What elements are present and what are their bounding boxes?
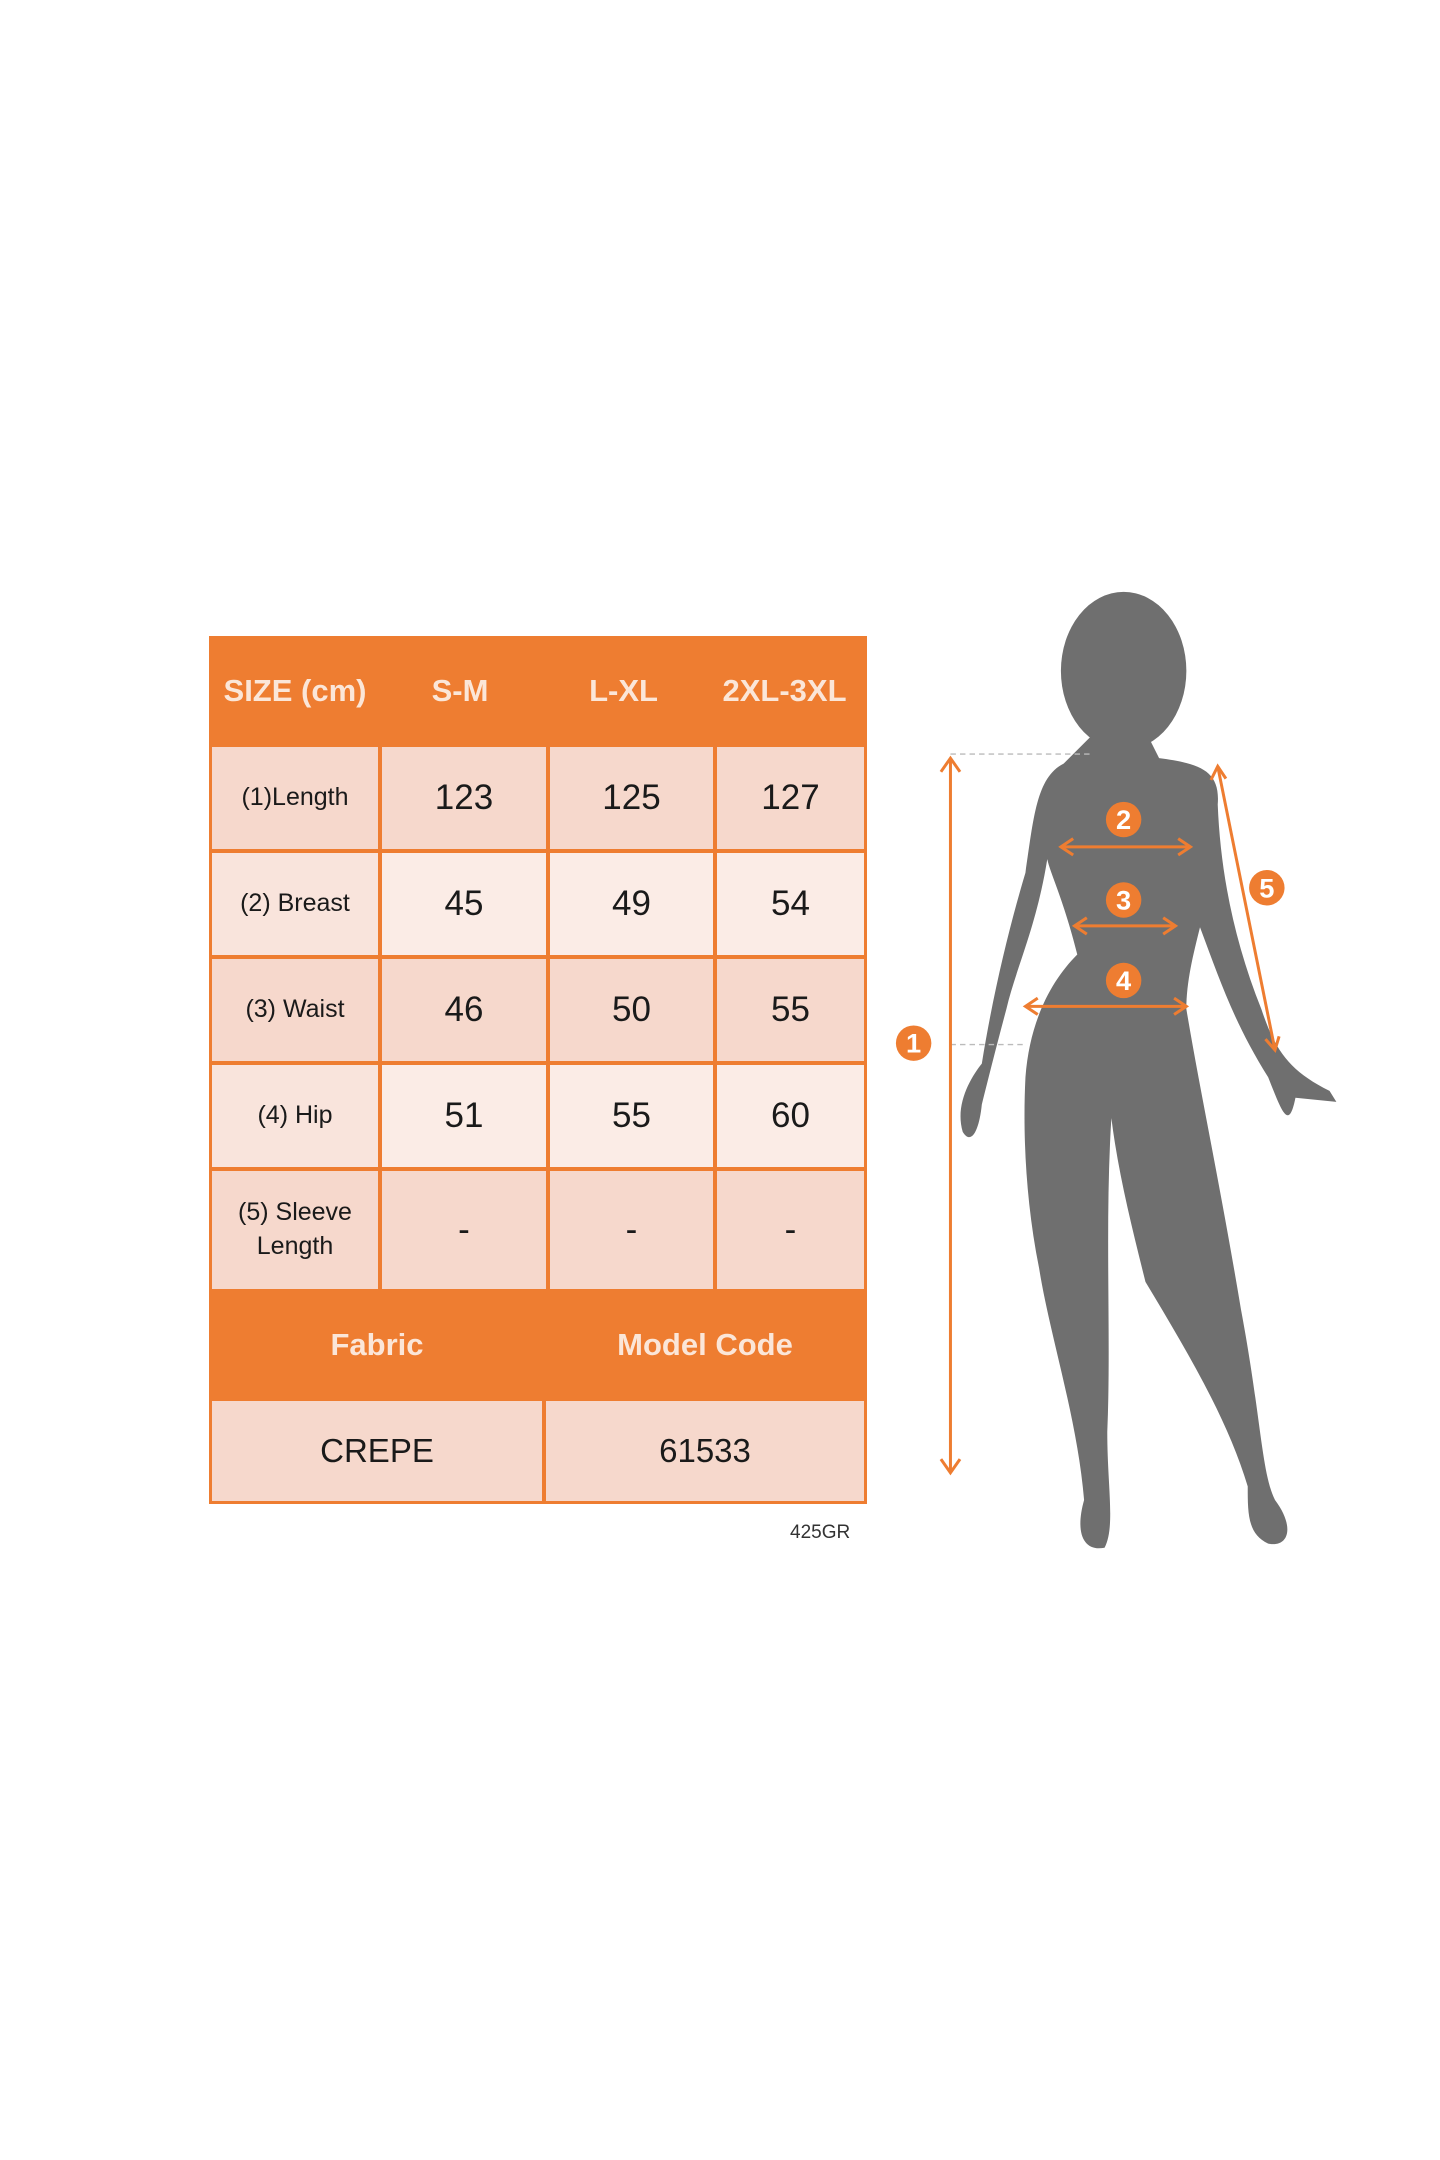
cell-value: 55 bbox=[550, 1065, 713, 1167]
cell-value: 127 bbox=[717, 747, 864, 849]
cell-value: 123 bbox=[382, 747, 546, 849]
silhouette bbox=[960, 591, 1337, 1549]
table-row: (1)Length 123 125 127 bbox=[212, 747, 864, 849]
marker-4-label: 4 bbox=[1116, 965, 1132, 996]
fabric-label: Fabric bbox=[330, 1327, 424, 1362]
measurement-markers: 1 2 3 4 5 bbox=[895, 801, 1285, 1061]
cell-value: - bbox=[382, 1171, 546, 1289]
size-label-header: SIZE (cm) bbox=[223, 672, 367, 708]
row-label: (3) Waist bbox=[212, 959, 378, 1061]
table-header: SIZE (cm) S-M L-XL 2XL-3XL bbox=[212, 639, 864, 743]
cell-value: - bbox=[717, 1171, 864, 1289]
table-row: (2) Breast 45 49 54 bbox=[212, 853, 864, 955]
marker-3-icon bbox=[1105, 882, 1142, 918]
table-row: (4) Hip 51 55 60 bbox=[212, 1065, 864, 1167]
footer-header: Fabric Model Code bbox=[212, 1293, 864, 1397]
size-header: L-XL bbox=[589, 672, 658, 708]
measurement-guides bbox=[939, 753, 1281, 1476]
footer-values: CREPE 61533 bbox=[212, 1401, 864, 1501]
marker-1-label: 1 bbox=[906, 1028, 921, 1059]
cell-value: 60 bbox=[717, 1065, 864, 1167]
size-header: S-M bbox=[431, 672, 489, 708]
sleeve-arrow bbox=[1216, 766, 1277, 1051]
row-label: (2) Breast bbox=[212, 853, 378, 955]
fabric-value: CREPE bbox=[212, 1401, 542, 1501]
fabric-weight: 425GR bbox=[790, 1522, 851, 1543]
cell-value: 54 bbox=[717, 853, 864, 955]
marker-5-label: 5 bbox=[1259, 872, 1274, 903]
cell-value: 50 bbox=[550, 959, 713, 1061]
row-label: (4) Hip bbox=[212, 1065, 378, 1167]
row-label: (1)Length bbox=[212, 747, 378, 849]
marker-4-icon bbox=[1105, 962, 1142, 999]
cell-value: - bbox=[550, 1171, 713, 1289]
cell-value: 125 bbox=[550, 747, 713, 849]
cell-value: 55 bbox=[717, 959, 864, 1061]
model-code-value: 61533 bbox=[546, 1401, 864, 1501]
table-row: (3) Waist 46 50 55 bbox=[212, 959, 864, 1061]
cell-value: 49 bbox=[550, 853, 713, 955]
marker-1-icon bbox=[895, 1025, 932, 1061]
marker-2-label: 2 bbox=[1116, 804, 1131, 835]
cell-value: 51 bbox=[382, 1065, 546, 1167]
marker-5-icon bbox=[1249, 870, 1285, 906]
size-chart-table: SIZE (cm) S-M L-XL 2XL-3XL (1)Length 123… bbox=[209, 636, 867, 1504]
row-label: (5) Sleeve Length bbox=[212, 1171, 378, 1289]
table-row: (5) Sleeve Length - - - bbox=[212, 1171, 864, 1289]
size-header: 2XL-3XL bbox=[722, 672, 847, 708]
cell-value: 46 bbox=[382, 959, 546, 1061]
marker-3-label: 3 bbox=[1116, 885, 1131, 916]
cell-value: 45 bbox=[382, 853, 546, 955]
marker-2-icon bbox=[1105, 801, 1142, 838]
model-code-label: Model Code bbox=[617, 1327, 793, 1362]
